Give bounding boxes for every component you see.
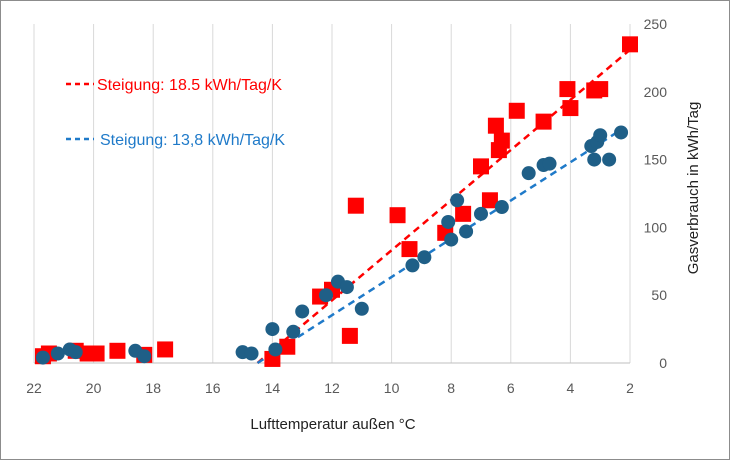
data-point-square: [279, 338, 296, 355]
data-point-circle: [459, 224, 474, 239]
data-point-square: [481, 192, 498, 209]
data-point-circle: [602, 152, 617, 167]
data-point-circle: [286, 324, 301, 339]
data-point-circle: [587, 152, 602, 167]
data-point-square: [157, 341, 174, 358]
data-point-square: [347, 197, 364, 214]
data-point-square: [389, 207, 406, 224]
data-point-circle: [450, 193, 465, 208]
data-point-circle: [295, 304, 310, 319]
data-point-circle: [354, 301, 369, 316]
data-point-circle: [542, 156, 557, 171]
trendline-blue: [256, 128, 622, 365]
data-point-circle: [137, 349, 152, 364]
legend-red-trend: Steigung: 18.5 kWh/Tag/K: [66, 77, 282, 94]
data-point-circle: [68, 345, 83, 360]
y-tick-label: 250: [644, 16, 668, 32]
data-point-circle: [494, 200, 509, 215]
data-point-circle: [268, 342, 283, 357]
data-point-circle: [474, 206, 488, 221]
data-point-square: [622, 36, 638, 53]
data-point-square: [562, 100, 579, 117]
data-point-circle: [444, 232, 459, 247]
data-point-square: [508, 102, 525, 119]
data-point-circle: [417, 250, 432, 265]
data-point-square: [88, 345, 105, 362]
x-tick-label: 4: [567, 380, 575, 396]
x-tick-label: 2: [626, 380, 634, 396]
y-tick-label: 100: [644, 219, 668, 235]
x-tick-label: 20: [86, 380, 102, 396]
data-point-circle: [244, 346, 259, 361]
data-point-circle: [521, 166, 536, 181]
points-layer: [34, 36, 638, 367]
grid-layer: [33, 24, 631, 364]
legend-blue-trend: Steigung: 13,8 kWh/Tag/K: [66, 132, 285, 149]
data-point-circle: [593, 128, 608, 143]
data-point-square: [559, 81, 576, 98]
x-tick-label: 10: [384, 380, 400, 396]
x-axis-title: Lufttemperatur außen °C: [250, 416, 415, 433]
data-point-square: [493, 132, 510, 149]
data-point-square: [455, 205, 472, 222]
x-tick-label: 14: [265, 380, 281, 396]
x-tick-label: 12: [324, 380, 340, 396]
data-point-square: [487, 117, 504, 134]
data-point-square: [473, 158, 489, 175]
data-point-circle: [614, 125, 629, 140]
x-tick-label: 6: [507, 380, 515, 396]
data-point-square: [401, 241, 418, 258]
data-point-square: [109, 342, 126, 359]
y-tick-label: 0: [659, 355, 667, 371]
data-point-square: [341, 327, 358, 344]
data-point-circle: [265, 322, 280, 337]
data-point-circle: [339, 280, 354, 295]
x-tick-label: 8: [447, 380, 455, 396]
data-point-square: [535, 113, 552, 130]
data-point-circle: [319, 288, 334, 303]
y-tick-label: 200: [644, 84, 668, 100]
data-point-circle: [35, 350, 50, 365]
trendline-red: [256, 48, 631, 364]
legend-blue-label: Steigung: 13,8 kWh/Tag/K: [100, 132, 285, 149]
y-axis-title: Gasverbrauch in kWh/Tag: [685, 102, 702, 275]
y-tick-label: 50: [651, 287, 667, 303]
y-tick-label: 150: [644, 152, 668, 168]
x-tick-label: 16: [205, 380, 221, 396]
data-point-circle: [441, 214, 456, 229]
data-point-square: [592, 81, 609, 98]
legend-red-label: Steigung: 18.5 kWh/Tag/K: [97, 77, 282, 94]
x-tick-label: 18: [145, 380, 161, 396]
trendline-layer: [256, 48, 631, 365]
x-tick-label: 22: [26, 380, 42, 396]
data-point-circle: [405, 258, 420, 273]
data-point-circle: [50, 346, 65, 361]
